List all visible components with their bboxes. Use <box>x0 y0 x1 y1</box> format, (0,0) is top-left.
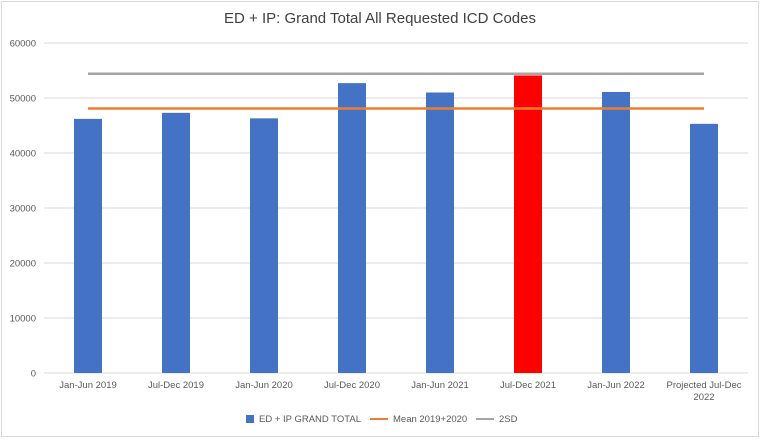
legend-label-mean: Mean 2019+2020 <box>393 413 468 425</box>
legend-item-mean: Mean 2019+2020 <box>370 411 467 427</box>
bar <box>426 92 454 373</box>
x-tick-label: Jan-Jun 2020 <box>235 380 293 391</box>
y-axis-ticks: 0 10000 20000 30000 40000 50000 60000 <box>10 39 36 380</box>
y-tick-label: 20000 <box>10 259 36 270</box>
bar <box>162 112 190 373</box>
bar <box>602 91 630 373</box>
line-series <box>88 72 704 110</box>
x-tick-label: Jul-Dec 2020 <box>324 380 380 391</box>
y-tick-label: 60000 <box>10 39 36 50</box>
x-tick-label: Jan-Jun 2022 <box>587 380 645 391</box>
legend-item-2sd: 2SD <box>476 411 517 427</box>
bar <box>514 75 542 373</box>
x-tick-label: Jul-Dec 2021 <box>500 380 556 391</box>
y-tick-label: 10000 <box>10 314 36 325</box>
y-tick-label: 0 <box>31 369 36 380</box>
chart-title: ED + IP: Grand Total All Requested ICD C… <box>224 10 536 27</box>
x-tick-label: Projected Jul-Dec 2022 <box>667 380 742 403</box>
x-tick-label: Jan-Jun 2019 <box>59 380 117 391</box>
y-tick-label: 40000 <box>10 149 36 160</box>
y-tick-label: 30000 <box>10 204 36 215</box>
legend-swatch-bar <box>246 415 254 423</box>
bar-series <box>74 75 718 374</box>
bar <box>250 118 278 373</box>
x-axis-ticks: Jan-Jun 2019 Jul-Dec 2019 Jan-Jun 2020 Jul-… <box>59 380 742 403</box>
legend-item-grand-total: ED + IP GRAND TOTAL <box>246 411 361 427</box>
bar <box>74 118 102 374</box>
x-tick-label: Jul-Dec 2019 <box>148 380 204 391</box>
bar <box>690 123 718 373</box>
bar <box>338 83 366 374</box>
legend-label-2sd: 2SD <box>499 413 518 425</box>
legend-label-grand-total: ED + IP GRAND TOTAL <box>259 413 361 425</box>
y-tick-label: 50000 <box>10 94 36 105</box>
gridlines <box>44 42 748 374</box>
legend-swatch-2sd <box>476 418 494 420</box>
legend-swatch-mean <box>370 418 388 420</box>
legend: ED + IP GRAND TOTAL Mean 2019+2020 2SD <box>0 411 760 427</box>
x-tick-label: Jan-Jun 2021 <box>411 380 469 391</box>
